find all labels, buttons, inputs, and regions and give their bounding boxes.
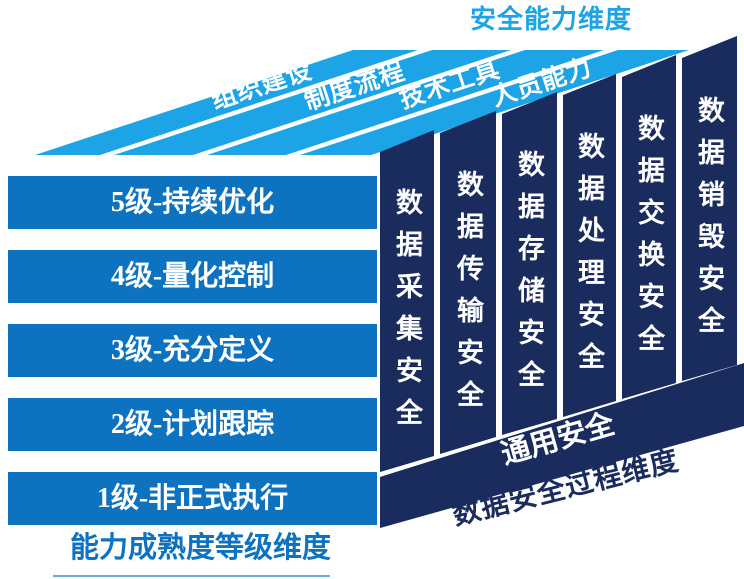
column-collection-shape [380, 130, 434, 472]
column-processing-shape [563, 74, 616, 417]
stripe-policy-shape [114, 50, 511, 155]
column-transmission-shape [440, 111, 496, 454]
level-bar-3-label: 3级-充分定义 [110, 334, 275, 366]
capability-dimension-title: 安全能力维度 [470, 5, 633, 34]
level-bar-4: 4级-量化控制 [8, 250, 377, 303]
level-bar-5: 5级-持续优化 [8, 176, 377, 229]
column-storage-shape [502, 92, 557, 435]
column-label-destruction: 数据销毁安全 [694, 96, 724, 348]
level-bar-1: 1级-非正式执行 [8, 472, 377, 525]
column-label-exchange: 数据交换安全 [634, 114, 664, 366]
column-label-storage: 数据存储安全 [514, 150, 544, 402]
maturity-dimension-title: 能力成熟度等级维度 [70, 532, 332, 564]
stripe-personnel-shape [300, 50, 689, 155]
capability-stripes [35, 50, 689, 155]
column-exchange-shape [622, 55, 676, 399]
column-label-processing: 数据处理安全 [574, 132, 604, 384]
column-label-collection: 数据采集安全 [392, 188, 422, 440]
general-security-band-shape [380, 363, 744, 528]
level-bar-3: 3级-充分定义 [8, 324, 377, 377]
column-label-transmission: 数据传输安全 [453, 170, 483, 422]
stripe-organization-shape [35, 50, 418, 155]
level-bar-4-label: 4级-量化控制 [110, 260, 275, 292]
level-bar-5-label: 5级-持续优化 [110, 186, 275, 218]
stripe-technology-shape [207, 50, 604, 155]
level-bar-1-label: 1级-非正式执行 [96, 482, 289, 514]
column-destruction-shape [682, 36, 737, 381]
level-bar-2-label: 2级-计划跟踪 [110, 408, 275, 440]
level-bar-2: 2级-计划跟踪 [8, 398, 377, 451]
bottom-underline [53, 575, 330, 577]
process-columns [380, 36, 737, 472]
